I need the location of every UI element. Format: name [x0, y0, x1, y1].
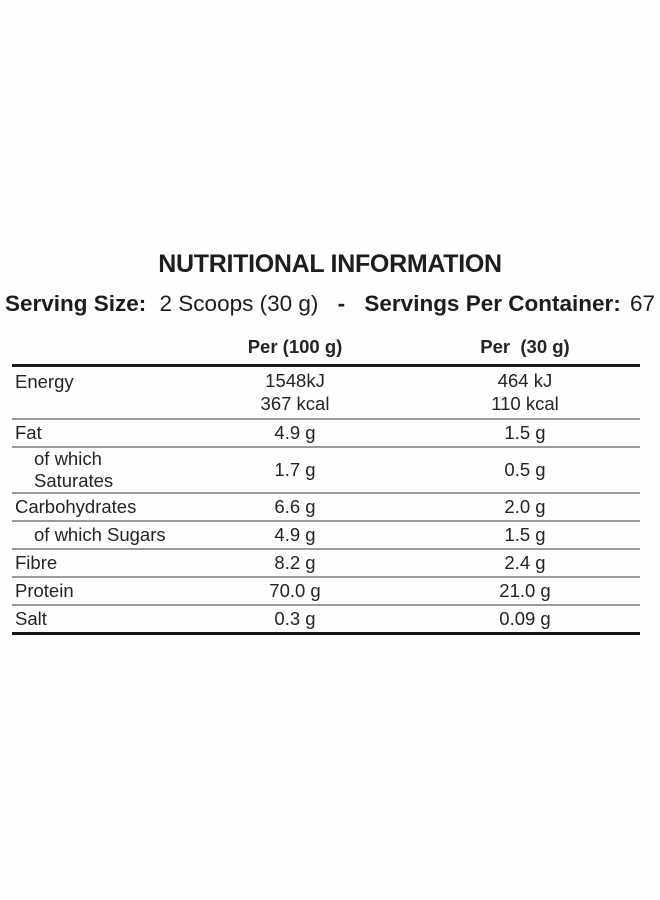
column-header-per-30g: Per (30 g): [410, 336, 640, 367]
row-value-per30: 0.09 g: [410, 605, 640, 635]
energy-kj-per100: 1548kJ: [265, 370, 325, 391]
table-row-sugars: of which Sugars 4.9 g 1.5 g: [12, 521, 640, 550]
table-row-fibre: Fibre 8.2 g 2.4 g: [12, 549, 640, 578]
table-header-row: Per (100 g) Per (30 g): [12, 336, 640, 367]
row-value-per30: 21.0 g: [410, 577, 640, 606]
row-value-per30: 2.0 g: [410, 493, 640, 522]
row-value-per100: 8.2 g: [180, 549, 410, 578]
energy-kj-per30: 464 kJ: [497, 370, 553, 391]
row-value-per100: 4.9 g: [180, 521, 410, 550]
row-label: Carbohydrates: [12, 493, 180, 522]
row-label: Energy: [12, 365, 180, 420]
energy-kcal-per30: 110 kcal: [491, 393, 559, 414]
row-value-per100: 70.0 g: [180, 577, 410, 606]
row-label: Fibre: [12, 549, 180, 578]
table-row-fat: Fat 4.9 g 1.5 g: [12, 419, 640, 448]
column-header-empty: [12, 336, 180, 367]
energy-kcal-per100: 367 kcal: [260, 393, 330, 414]
row-label: Fat: [12, 419, 180, 448]
serving-size-label: Serving Size:: [4, 291, 147, 316]
row-value-per30: 464 kJ 110 kcal: [410, 365, 640, 420]
row-value-per30: 2.4 g: [410, 549, 640, 578]
table-row-saturates: of which Saturates 1.7 g 0.5 g: [12, 447, 640, 494]
nutrition-title: NUTRITIONAL INFORMATION: [158, 250, 502, 278]
row-value-per100: 6.6 g: [180, 493, 410, 522]
row-value-per30: 1.5 g: [410, 521, 640, 550]
row-value-per100: 0.3 g: [180, 605, 410, 635]
column-header-per-100g: Per (100 g): [180, 336, 410, 367]
servings-per-container-value: 67: [630, 291, 656, 316]
row-value-per100: 4.9 g: [180, 419, 410, 448]
row-value-per100: 1548kJ 367 kcal: [180, 365, 410, 420]
nutrition-table: Per (100 g) Per (30 g) Energy 1548kJ 367…: [12, 336, 640, 635]
row-value-per100: 1.7 g: [180, 447, 410, 494]
table-row-protein: Protein 70.0 g 21.0 g: [12, 577, 640, 606]
table-row-carbohydrates: Carbohydrates 6.6 g 2.0 g: [12, 493, 640, 522]
row-label: Salt: [12, 605, 180, 635]
serving-info: Serving Size: 2 Scoops (30 g) - Servings…: [0, 291, 660, 317]
row-label: Protein: [12, 577, 180, 606]
row-label: of which Sugars: [12, 521, 180, 550]
separator-dash: -: [337, 291, 346, 316]
table-row-salt: Salt 0.3 g 0.09 g: [12, 605, 640, 635]
row-value-per30: 0.5 g: [410, 447, 640, 494]
table-row-energy: Energy 1548kJ 367 kcal 464 kJ 110 kcal: [12, 365, 640, 420]
row-value-per30: 1.5 g: [410, 419, 640, 448]
serving-size-value: 2 Scoops (30 g): [159, 291, 319, 316]
row-label: of which Saturates: [12, 447, 180, 494]
servings-per-container-label: Servings Per Container:: [364, 291, 621, 316]
